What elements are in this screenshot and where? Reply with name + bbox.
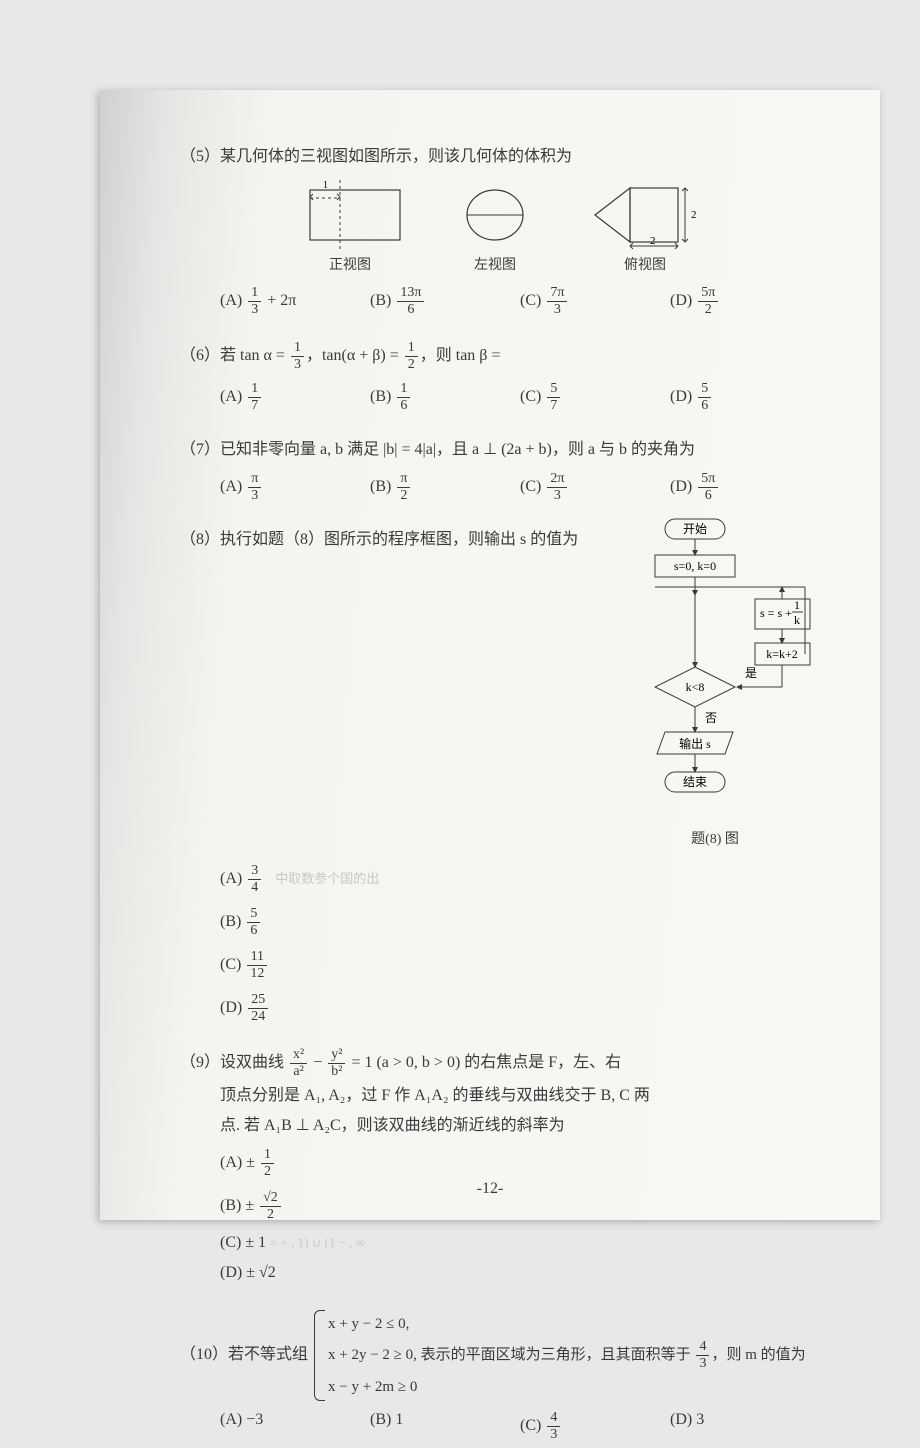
q8-choice-b: (B) 56: [220, 901, 500, 944]
dim-h: 2: [691, 209, 697, 221]
side-view-label: 左视图: [455, 254, 535, 274]
svg-text:结束: 结束: [683, 775, 707, 789]
flowchart-svg: 开始 s=0, k=0 k<8 s = s + 1 k k=k+2: [615, 517, 815, 817]
q8-choices: (A) 34 中取数参个国的出 (B) 56 (C) 1112 (D) 2524: [220, 858, 640, 1030]
q6-choice-b: (B) 16: [370, 376, 520, 419]
exam-page: （5）某几何体的三视图如图所示，则该几何体的体积为 1 正视图 左视: [100, 90, 880, 1220]
svg-text:k: k: [794, 613, 800, 627]
dim-w: 2: [650, 235, 656, 247]
q9-stem-2: 顶点分别是 A₁, A₂，过 F 作 A₁A₂ 的垂线与双曲线交于 B, C 两: [220, 1083, 820, 1109]
q7-choice-c: (C) 2π3: [520, 466, 670, 509]
svg-text:开始: 开始: [683, 522, 707, 536]
q6-choice-c: (C) 57: [520, 376, 670, 419]
side-view-svg: [455, 180, 535, 250]
q7-choice-b: (B) π2: [370, 466, 520, 509]
q7-choice-a: (A) π3: [220, 466, 370, 509]
q5-choice-c: (C) 7π3: [520, 280, 670, 323]
q6-choice-d: (D) 56: [670, 376, 820, 419]
flowchart-caption: 题(8) 图: [610, 828, 820, 848]
q5-choices: (A) 13 + 2π (B) 13π6 (C) 7π3 (D) 5π2: [220, 280, 820, 323]
q10-choice-b: (B) 1: [370, 1405, 520, 1448]
top-view: 2 2 俯视图: [585, 180, 705, 274]
question-5: （5）某几何体的三视图如图所示，则该几何体的体积为 1 正视图 左视: [180, 144, 820, 323]
q5-choice-b: (B) 13π6: [370, 280, 520, 323]
top-view-label: 俯视图: [585, 254, 705, 274]
q8-choice-c: (C) 1112: [220, 944, 500, 987]
q7-stem: （7）已知非零向量 a, b 满足 |b| = 4|a|，且 a ⊥ (2a +…: [180, 437, 820, 463]
q10-choices: (A) −3 (B) 1 (C) 43 (D) 3: [220, 1405, 820, 1448]
q8-flowchart-wrap: 开始 s=0, k=0 k<8 s = s + 1 k k=k+2: [610, 517, 820, 848]
q6-stem: （6）若 tan α = 13，tan(α + β) = 12，则 tan β …: [180, 341, 820, 372]
svg-text:s = s +: s = s +: [760, 606, 792, 620]
q9-stem-1: （9）设双曲线 x²a² − y²b² = 1 (a > 0, b > 0) 的…: [180, 1048, 820, 1079]
q9-choice-a: (A) ± 12: [220, 1142, 500, 1185]
q9-choice-c: (C) ± 1 = + , 1) ∪ (1 − , ∞: [220, 1228, 500, 1258]
q6-choices: (A) 17 (B) 16 (C) 57 (D) 56: [220, 376, 820, 419]
q6-choice-a: (A) 17: [220, 376, 370, 419]
q9-stem-3: 点. 若 A₁B ⊥ A₂C，则该双曲线的渐近线的斜率为: [220, 1113, 820, 1139]
ghost-text: 中取数参个国的出: [275, 871, 379, 886]
q5-choice-a: (A) 13 + 2π: [220, 280, 370, 323]
side-view: 左视图: [455, 180, 535, 274]
q10-stem: （10）若不等式组 x + y − 2 ≤ 0, x + 2y − 2 ≥ 0,…: [180, 1310, 820, 1401]
question-7: （7）已知非零向量 a, b 满足 |b| = 4|a|，且 a ⊥ (2a +…: [180, 437, 820, 510]
q7-choices: (A) π3 (B) π2 (C) 2π3 (D) 5π6: [220, 466, 820, 509]
ghost-c: = + , 1) ∪ (1 − , ∞: [270, 1235, 365, 1250]
question-10: （10）若不等式组 x + y − 2 ≤ 0, x + 2y − 2 ≥ 0,…: [180, 1310, 820, 1448]
q9-choice-d: (D) ± √2: [220, 1258, 500, 1288]
svg-text:k<8: k<8: [686, 680, 705, 694]
front-view-label: 正视图: [295, 254, 405, 274]
page-number: -12-: [100, 1180, 880, 1198]
q10-choice-d: (D) 3: [670, 1405, 820, 1448]
q10-choice-c: (C) 43: [520, 1405, 670, 1448]
q5-three-views: 1 正视图 左视图 2: [180, 180, 820, 274]
front-view-svg: 1: [295, 180, 405, 250]
question-9: （9）设双曲线 x²a² − y²b² = 1 (a > 0, b > 0) 的…: [180, 1048, 820, 1288]
q8-choice-d: (D) 2524: [220, 987, 500, 1030]
q10-system: x + y − 2 ≤ 0, x + 2y − 2 ≥ 0, 表示的平面区域为三…: [312, 1310, 806, 1401]
question-6: （6）若 tan α = 13，tan(α + β) = 12，则 tan β …: [180, 341, 820, 419]
svg-text:是: 是: [745, 666, 757, 680]
svg-text:s=0, k=0: s=0, k=0: [674, 559, 716, 573]
q5-choice-d: (D) 5π2: [670, 280, 820, 323]
q7-choice-d: (D) 5π6: [670, 466, 820, 509]
svg-text:k=k+2: k=k+2: [766, 647, 798, 661]
q10-choice-a: (A) −3: [220, 1405, 370, 1448]
svg-text:1: 1: [794, 598, 800, 612]
q5-stem: （5）某几何体的三视图如图所示，则该几何体的体积为: [180, 144, 820, 170]
svg-text:输出 s: 输出 s: [679, 736, 711, 751]
dim-1: 1: [323, 180, 328, 191]
svg-text:否: 否: [705, 711, 717, 725]
top-view-svg: 2 2: [585, 180, 705, 250]
q8-choice-a: (A) 34 中取数参个国的出: [220, 858, 500, 901]
q9-choices: (A) ± 12 (B) ± √22 (C) ± 1 = + , 1) ∪ (1…: [220, 1142, 660, 1288]
front-view: 1 正视图: [295, 180, 405, 274]
